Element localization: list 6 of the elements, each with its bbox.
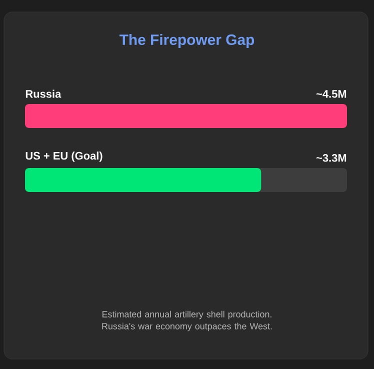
chart-title: The Firepower Gap [119, 34, 254, 48]
data-label: ~3.3M [316, 154, 346, 162]
text: Estimated annual artillery shell production. Russia's war economy outpaces the West. [102, 310, 272, 332]
y-tick-label: US + EU (Goal) [26, 152, 102, 162]
data-label: ~4.5M [316, 90, 346, 98]
y-tick-label: Russia [26, 90, 62, 98]
